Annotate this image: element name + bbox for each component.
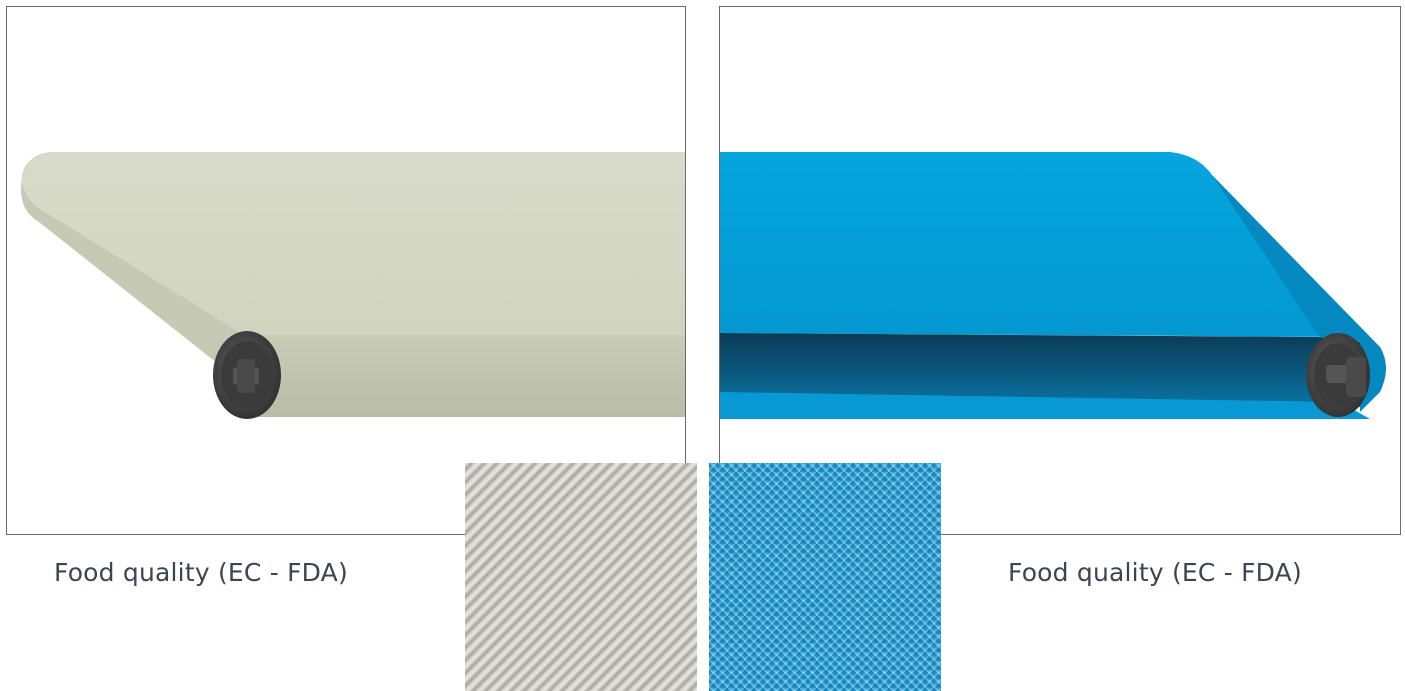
blue-belt-texture-swatch — [709, 463, 941, 691]
beige-belt-texture-swatch — [465, 463, 697, 691]
blue-conveyor-belt-illustration — [720, 152, 1386, 419]
left-belt-image — [6, 6, 686, 535]
beige-conveyor-belt-illustration — [21, 152, 685, 419]
left-product-caption: Food quality (EC - FDA) — [54, 558, 348, 587]
right-product-caption: Food quality (EC - FDA) — [1008, 558, 1302, 587]
right-belt-image — [719, 6, 1401, 535]
